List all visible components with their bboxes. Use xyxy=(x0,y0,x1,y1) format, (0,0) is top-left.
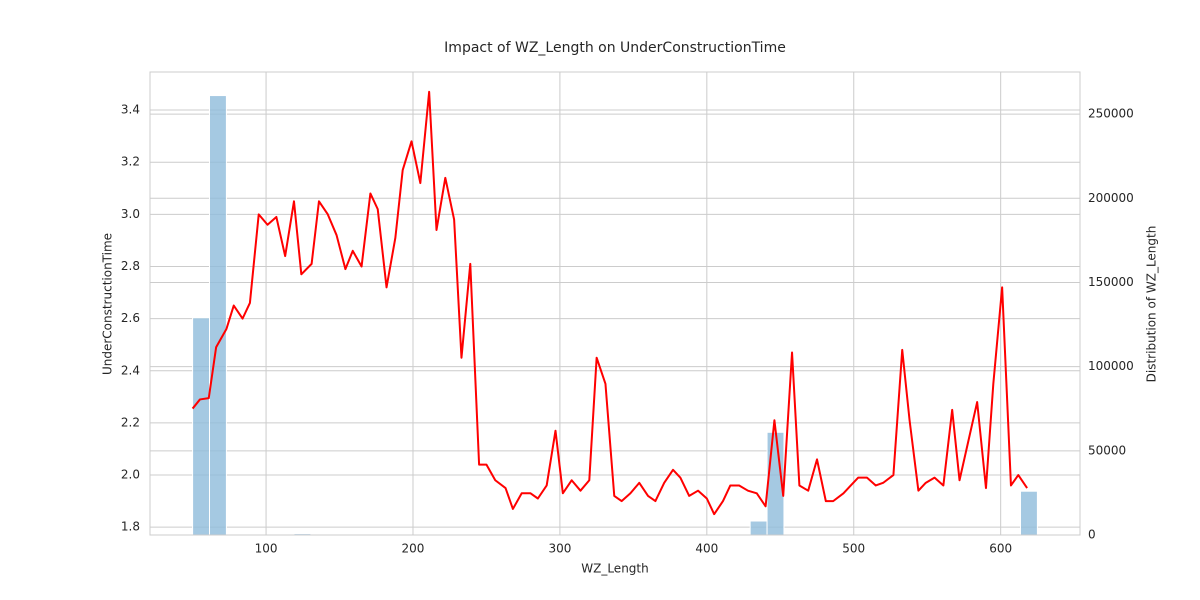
line xyxy=(191,90,1028,516)
y-tick-label: 2.4 xyxy=(121,363,140,377)
y-axis-label: UnderConstructionTime xyxy=(101,233,115,375)
y-tick-label: 2.0 xyxy=(121,468,140,482)
histogram-bar xyxy=(749,520,768,536)
y-tick-label: 2.6 xyxy=(121,311,140,325)
x-tick-label: 500 xyxy=(842,542,865,556)
y2-tick-label: 250000 xyxy=(1088,107,1134,121)
x-axis-label: WZ_Length xyxy=(581,562,648,576)
x-tick-label: 200 xyxy=(402,542,425,556)
y2-tick-label: 200000 xyxy=(1088,191,1134,205)
x-tick-label: 300 xyxy=(548,542,571,556)
y2-tick-label: 0 xyxy=(1088,528,1096,542)
chart-title: Impact of WZ_Length on UnderConstruction… xyxy=(444,40,786,56)
y2-tick-label: 100000 xyxy=(1088,359,1134,373)
histogram-bar xyxy=(192,317,211,536)
y-tick-label: 2.2 xyxy=(121,415,140,429)
histogram-bar xyxy=(1019,490,1038,536)
histogram-bar xyxy=(209,95,227,536)
y2-tick-label: 150000 xyxy=(1088,275,1134,289)
y-tick-label: 1.8 xyxy=(121,520,140,534)
y-tick-label: 3.4 xyxy=(121,103,140,117)
x-tick-label: 100 xyxy=(255,542,278,556)
y2-axis-label: Distribution of WZ_Length xyxy=(1145,226,1159,383)
y-tick-label: 3.2 xyxy=(121,155,140,169)
y2-tick-label: 50000 xyxy=(1088,443,1126,457)
y-tick-label: 3.0 xyxy=(121,207,140,221)
plot-frame xyxy=(149,71,1081,536)
y-tick-label: 2.8 xyxy=(121,259,140,273)
x-tick-label: 400 xyxy=(695,542,718,556)
x-tick-label: 600 xyxy=(989,542,1012,556)
